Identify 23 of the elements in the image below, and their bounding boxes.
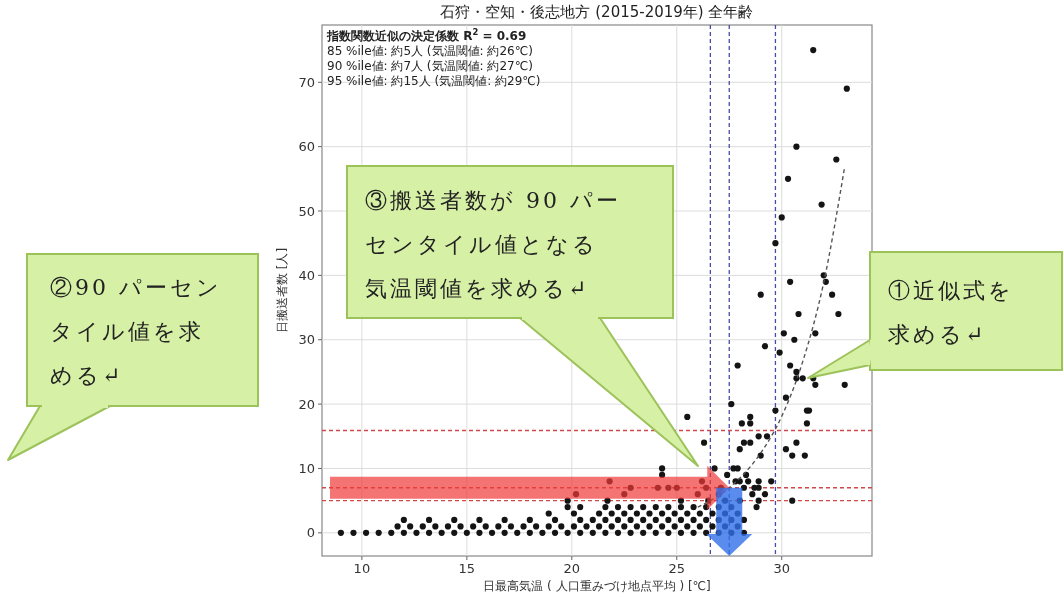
x-axis-title: 日最高気温 ( 人口重みづけ地点平均 ) [℃] — [483, 579, 711, 593]
annotation: 指数関数近似の決定係数 R$^{2}$ = 0.69 — [326, 27, 527, 43]
y-tick-label: 70 — [298, 74, 315, 90]
annotation: 95 %ile値: 約15人 (気温閾値: 約29℃) — [327, 74, 541, 88]
text: ①近似式を求める↵ — [888, 278, 1014, 347]
y-tick-label: 40 — [298, 267, 315, 283]
y-tick-label: 10 — [298, 460, 315, 476]
x-tick-label: 15 — [458, 561, 476, 576]
annotation: ③搬送者数が 90 パーセンタイル値となる気温閾値を求める↵ — [365, 188, 621, 301]
chart-title: 石狩・空知・後志地方 (2015-2019年) 全年齢 — [440, 3, 754, 21]
y-tick-label: 30 — [298, 332, 315, 348]
y-tick-label: 0 — [306, 525, 315, 541]
x-tick-label: 30 — [773, 561, 791, 576]
annotation: 85 %ile値: 約5人 (気温閾値: 約26℃) — [327, 44, 533, 58]
x-tick-label: 10 — [353, 561, 371, 576]
y-tick-label: 20 — [298, 396, 315, 412]
y-tick-label: 50 — [298, 203, 315, 219]
y-tick-label: 60 — [298, 139, 315, 155]
annotation: 90 %ile値: 約7人 (気温閾値: 約27℃) — [327, 59, 533, 73]
x-tick-label: 25 — [668, 561, 686, 576]
y-axis-title: 日搬送者数 [人] — [275, 247, 289, 334]
text: ②90 パーセンタイル値を求める↵ — [50, 275, 222, 388]
x-tick-label: 20 — [563, 561, 581, 576]
